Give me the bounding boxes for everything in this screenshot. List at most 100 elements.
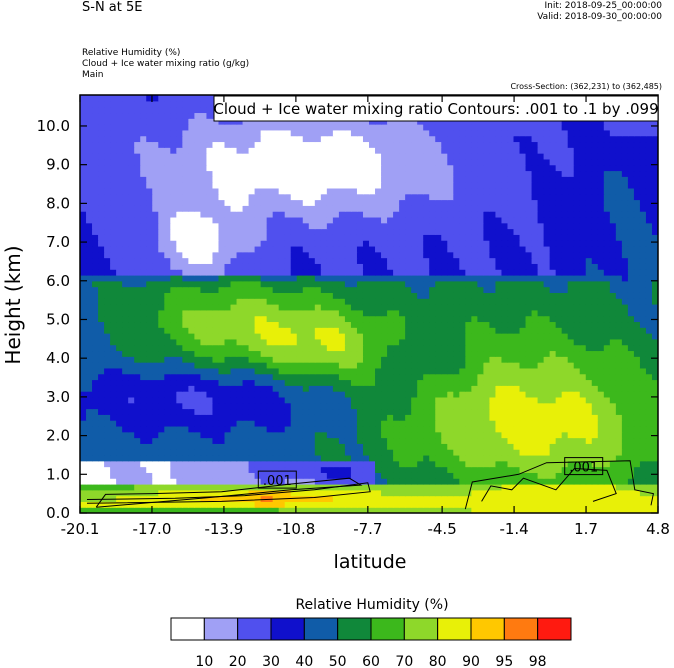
field-cell <box>645 362 653 369</box>
field-cell <box>603 251 611 259</box>
field-cell <box>603 292 611 299</box>
field-cell <box>236 425 244 433</box>
field-cell <box>326 269 334 276</box>
field-cell <box>423 443 430 450</box>
field-cell <box>164 460 171 468</box>
field-cell <box>639 327 647 334</box>
field-cell <box>206 216 214 224</box>
field-cell <box>344 257 352 264</box>
field-cell <box>188 228 195 235</box>
field-cell <box>555 478 563 485</box>
field-cell <box>284 321 292 328</box>
field-cell <box>344 286 352 293</box>
field-cell <box>585 280 593 288</box>
field-cell <box>429 356 436 363</box>
field-cell <box>525 251 533 259</box>
field-cell <box>116 304 123 311</box>
field-cell <box>266 344 274 352</box>
field-cell <box>399 240 406 247</box>
field-cell <box>338 408 346 415</box>
field-cell <box>591 257 599 264</box>
field-cell <box>326 286 334 293</box>
field-cell <box>465 466 472 473</box>
field-cell <box>651 408 658 415</box>
field-cell <box>405 460 412 468</box>
field-cell <box>218 298 226 305</box>
field-cell <box>531 344 539 352</box>
field-cell <box>170 344 177 352</box>
field-cell <box>519 367 527 375</box>
field-cell <box>495 240 503 247</box>
field-cell <box>447 245 454 253</box>
field-cell <box>260 298 268 305</box>
field-cell <box>242 385 250 392</box>
field-cell <box>483 251 491 259</box>
field-cell <box>338 344 346 352</box>
field-cell <box>284 280 292 288</box>
field-cell <box>308 478 316 485</box>
field-cell <box>411 391 418 398</box>
field-cell <box>266 408 274 415</box>
field-cell <box>116 327 123 334</box>
field-cell <box>513 472 521 479</box>
field-cell <box>519 240 527 247</box>
field-cell <box>645 379 653 386</box>
field-cell <box>585 211 593 218</box>
field-cell <box>350 443 358 450</box>
field-cell <box>122 280 129 288</box>
field-cell <box>86 385 93 392</box>
field-cell <box>561 251 569 259</box>
field-cell <box>393 263 400 270</box>
field-cell <box>441 373 448 381</box>
field-cell <box>639 338 647 346</box>
field-cell <box>164 437 171 444</box>
field-cell <box>633 478 641 485</box>
field-cell <box>393 437 400 444</box>
field-cell <box>621 367 629 375</box>
field-cell <box>284 507 292 513</box>
field-cell <box>507 443 515 450</box>
field-cell <box>405 304 412 311</box>
field-cell <box>399 443 406 450</box>
field-cell <box>308 257 316 264</box>
field-cell <box>567 245 575 253</box>
field-cell <box>338 234 346 241</box>
field-cell <box>477 396 484 404</box>
field-cell <box>230 286 238 293</box>
field-cell <box>525 298 533 305</box>
field-cell <box>609 240 617 247</box>
field-cell <box>236 280 244 288</box>
field-cell <box>104 344 111 352</box>
field-cell <box>326 460 334 468</box>
field-cell <box>609 251 617 259</box>
field-cell <box>525 216 533 224</box>
field-cell <box>429 367 436 375</box>
field-cell <box>453 443 460 450</box>
field-cell <box>92 338 99 346</box>
field-cell <box>260 211 268 218</box>
field-cell <box>236 507 244 513</box>
field-cell <box>284 292 292 299</box>
field-cell <box>152 286 159 293</box>
field-cell <box>212 344 220 352</box>
field-cell <box>230 454 238 462</box>
field-cell <box>218 292 226 299</box>
field-cell <box>435 472 442 479</box>
field-cell <box>314 269 322 276</box>
field-cell <box>320 222 328 230</box>
field-cell <box>471 216 478 224</box>
field-cell <box>525 449 533 456</box>
field-cell <box>519 269 527 276</box>
field-cell <box>170 304 177 311</box>
field-cell <box>501 327 509 334</box>
field-cell <box>128 315 135 323</box>
field-cell <box>212 396 220 404</box>
field-cell <box>615 327 623 334</box>
field-cell <box>284 489 292 497</box>
field-cell <box>254 251 262 259</box>
field-cell <box>230 483 238 491</box>
field-cell <box>369 274 376 282</box>
field-cell <box>375 274 382 282</box>
field-cell <box>320 402 328 410</box>
field-cell <box>224 478 232 485</box>
